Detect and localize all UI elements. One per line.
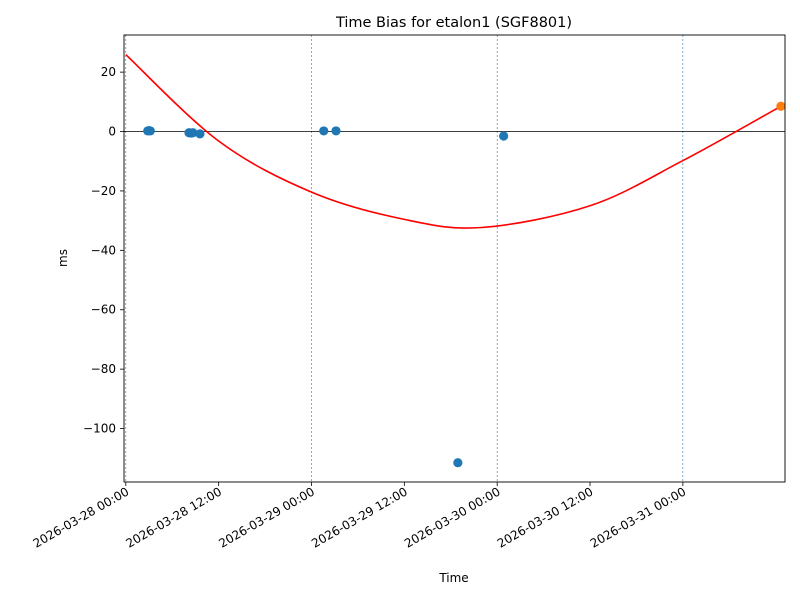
data-point bbox=[453, 458, 463, 468]
data-point bbox=[195, 129, 205, 139]
fit-curve bbox=[125, 54, 782, 229]
y-tick-label: −80 bbox=[91, 362, 116, 376]
data-point bbox=[145, 126, 155, 136]
data-point bbox=[499, 131, 509, 141]
axes-frame bbox=[123, 34, 786, 483]
y-tick-label: 20 bbox=[101, 65, 116, 79]
data-point bbox=[776, 101, 786, 111]
chart-title: Time Bias for etalon1 (SGF8801) bbox=[335, 15, 572, 31]
y-axis: 20 0 −20 −40 −60 −80 −100 bbox=[83, 65, 124, 436]
data-point bbox=[331, 126, 341, 136]
y-tick-label: −20 bbox=[91, 184, 116, 198]
x-axis-label: Time bbox=[438, 571, 468, 585]
y-axis-label: ms bbox=[56, 249, 70, 267]
y-tick-label: 0 bbox=[108, 125, 116, 139]
y-tick-label: −40 bbox=[91, 243, 116, 257]
plot-area bbox=[124, 35, 786, 482]
data-point bbox=[188, 128, 198, 138]
y-tick-label: −100 bbox=[83, 422, 116, 436]
y-tick-label: −60 bbox=[91, 303, 116, 317]
data-point bbox=[319, 126, 329, 136]
